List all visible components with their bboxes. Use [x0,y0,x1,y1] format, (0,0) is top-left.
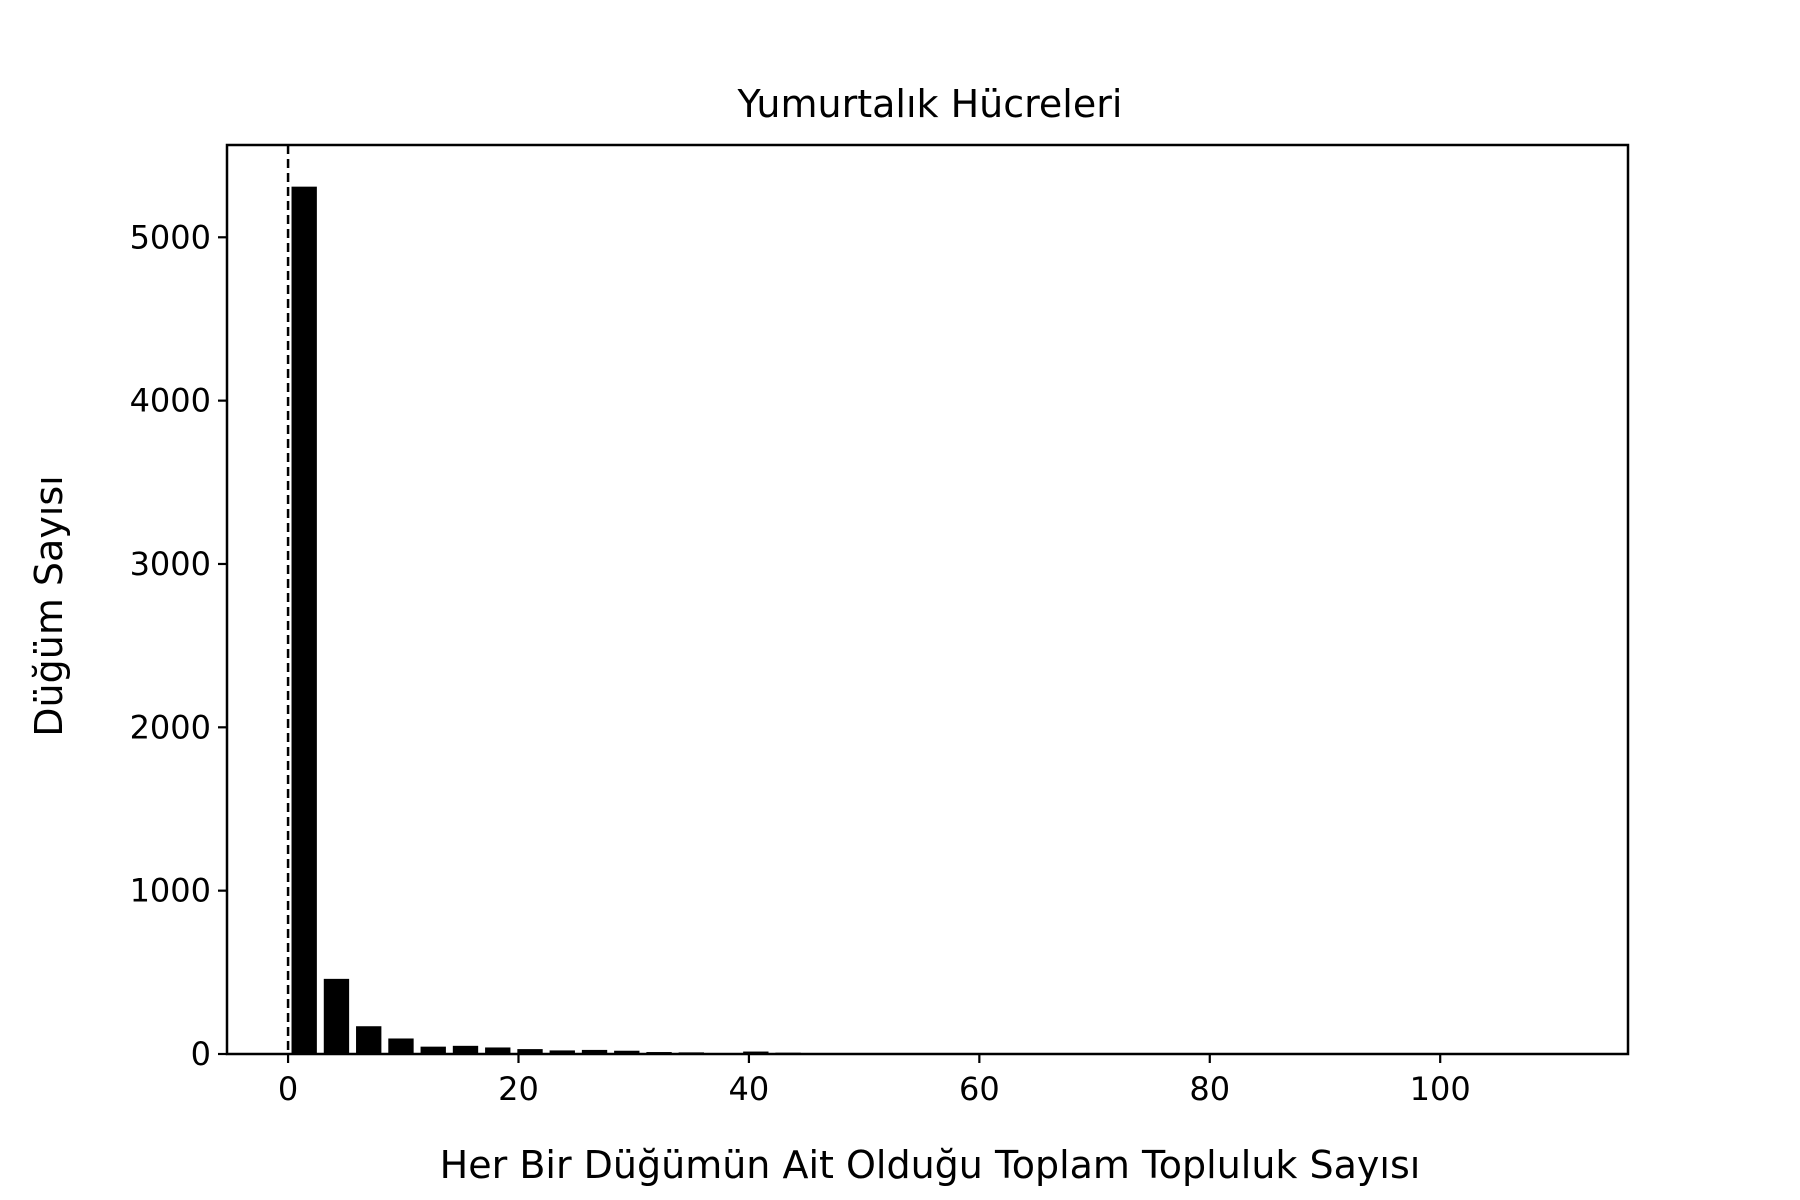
bar [517,1049,543,1054]
bar [388,1038,414,1054]
x-axis: 0 20 40 60 80 100 [278,1054,1471,1108]
x-tick-label: 60 [959,1070,1000,1108]
y-tick-label: 0 [191,1035,211,1073]
y-tick-label: 4000 [130,382,211,420]
y-tick-label: 2000 [130,708,211,746]
y-tick-label: 3000 [130,545,211,583]
bar [291,186,317,1055]
x-axis-label: Her Bir Düğümün Ait Olduğu Toplam Toplul… [440,1143,1421,1187]
plot-frame [225,143,1630,1056]
x-tick-label: 20 [498,1070,539,1108]
bar [452,1045,479,1054]
x-tick-label: 0 [278,1070,298,1108]
bar [549,1050,575,1054]
x-tick-label: 100 [1410,1070,1471,1108]
x-tick-label: 40 [729,1070,770,1108]
bar [614,1050,640,1054]
bar [581,1049,608,1054]
y-tick-label: 5000 [130,218,211,256]
y-tick-label: 1000 [130,872,211,910]
bar [356,1026,382,1054]
bars-group [291,186,801,1055]
bar [485,1047,511,1054]
x-tick-label: 80 [1189,1070,1230,1108]
bar [420,1046,446,1054]
bar [323,978,350,1054]
chart-title: Yumurtalık Hücreleri [737,82,1123,126]
y-axis-label: Düğüm Sayısı [27,475,71,736]
y-axis: 0 1000 2000 3000 4000 5000 [130,218,227,1073]
